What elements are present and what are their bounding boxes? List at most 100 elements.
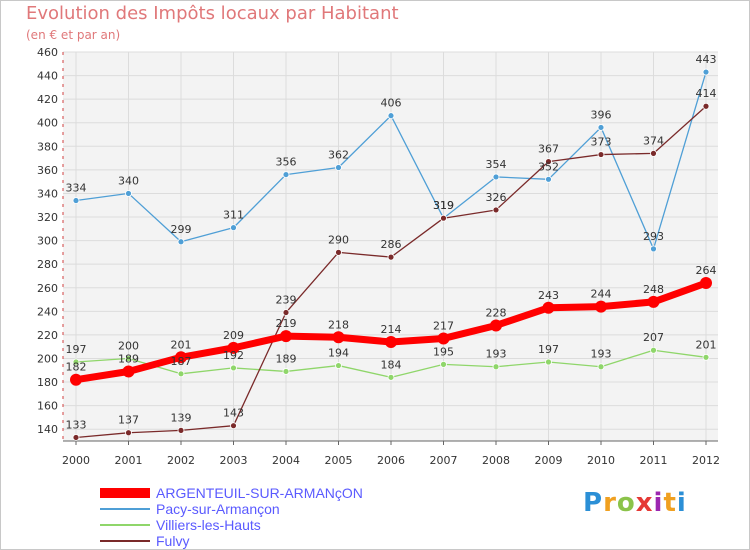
y-tick-label: 360 <box>37 164 58 177</box>
data-point <box>122 365 135 378</box>
data-point <box>175 351 187 364</box>
data-point <box>385 335 397 348</box>
data-point <box>492 173 500 181</box>
data-point <box>492 363 500 371</box>
data-point <box>125 355 132 362</box>
data-point <box>335 362 342 369</box>
data-label: 193 <box>486 348 507 361</box>
legend-label: ARGENTEUIL-SUR-ARMANçON <box>156 485 363 501</box>
data-label: 244 <box>591 288 612 301</box>
data-label: 194 <box>328 347 349 360</box>
data-label: 143 <box>223 407 244 420</box>
data-label: 207 <box>643 331 664 344</box>
data-label: 228 <box>486 306 507 319</box>
data-label: 340 <box>118 174 139 187</box>
data-point <box>440 360 447 368</box>
legend-label: Fulvy <box>156 533 190 549</box>
data-label: 197 <box>538 343 559 356</box>
y-tick-label: 300 <box>37 235 58 248</box>
y-tick-label: 380 <box>37 140 58 153</box>
data-label: 209 <box>223 329 244 342</box>
data-label: 182 <box>66 361 87 374</box>
y-tick-label: 160 <box>37 400 58 413</box>
data-point <box>125 190 132 197</box>
logo-letter: t <box>663 488 677 518</box>
data-point <box>72 197 80 204</box>
data-point <box>230 364 237 372</box>
data-point <box>387 253 395 261</box>
data-label: 311 <box>223 209 244 222</box>
data-label: 137 <box>118 414 139 427</box>
data-label: 219 <box>276 317 297 330</box>
data-point <box>280 330 292 343</box>
data-label: 354 <box>486 158 507 171</box>
data-point <box>335 248 342 256</box>
data-label: 133 <box>66 418 87 431</box>
data-label: 214 <box>381 323 402 336</box>
x-tick-label: 2011 <box>640 454 668 467</box>
data-point <box>72 358 80 366</box>
data-point <box>332 331 345 344</box>
data-label: 243 <box>538 289 559 302</box>
data-point <box>125 429 132 437</box>
x-tick-label: 2004 <box>272 454 300 467</box>
data-point <box>437 332 450 345</box>
data-label: 193 <box>591 348 612 361</box>
data-label: 319 <box>433 199 454 212</box>
y-tick-label: 440 <box>37 70 58 83</box>
logo-letter: o <box>616 488 636 518</box>
data-label: 189 <box>118 352 139 365</box>
legend-swatch <box>100 508 150 510</box>
data-point <box>597 151 605 158</box>
x-tick-label: 2006 <box>377 454 405 467</box>
data-label: 201 <box>171 338 192 351</box>
data-point <box>70 373 82 386</box>
data-label: 200 <box>118 339 139 352</box>
data-label: 443 <box>696 53 717 66</box>
x-tick-label: 2007 <box>430 454 458 467</box>
data-label: 184 <box>381 358 402 371</box>
data-point <box>230 224 237 232</box>
data-label: 352 <box>538 160 559 173</box>
x-tick-label: 2003 <box>220 454 248 467</box>
data-label: 139 <box>171 411 192 424</box>
data-label: 414 <box>696 87 717 100</box>
y-tick-label: 140 <box>37 423 58 436</box>
y-tick-label: 340 <box>37 187 58 200</box>
x-tick-label: 2012 <box>692 454 720 467</box>
data-point <box>545 358 552 366</box>
logo-letter: r <box>603 488 617 518</box>
x-tick-label: 2000 <box>62 454 90 467</box>
legend-label: Pacy-sur-Armançon <box>156 501 280 517</box>
logo-letter: i <box>653 488 664 518</box>
data-label: 192 <box>223 349 244 362</box>
data-label: 187 <box>171 355 192 368</box>
data-point <box>177 370 185 378</box>
data-label: 373 <box>591 136 612 149</box>
data-label: 217 <box>433 319 454 332</box>
data-point <box>702 102 710 110</box>
data-point <box>700 277 712 290</box>
y-tick-label: 260 <box>37 282 58 295</box>
data-point <box>227 341 240 354</box>
data-point <box>492 206 500 214</box>
data-label: 197 <box>66 343 87 356</box>
data-label: 334 <box>66 182 87 195</box>
data-point <box>597 363 605 371</box>
data-label: 264 <box>696 264 717 277</box>
y-tick-label: 240 <box>37 305 58 318</box>
data-point <box>230 422 237 430</box>
data-point <box>595 300 607 313</box>
data-point <box>545 158 552 166</box>
data-label: 356 <box>276 156 297 169</box>
data-label: 290 <box>328 233 349 246</box>
data-label: 319 <box>433 199 454 212</box>
data-point <box>650 149 657 157</box>
data-label: 286 <box>381 238 402 251</box>
data-point <box>282 309 290 316</box>
data-point <box>177 426 185 434</box>
data-point <box>387 373 395 381</box>
data-point <box>72 434 80 441</box>
x-tick-label: 2005 <box>325 454 353 467</box>
